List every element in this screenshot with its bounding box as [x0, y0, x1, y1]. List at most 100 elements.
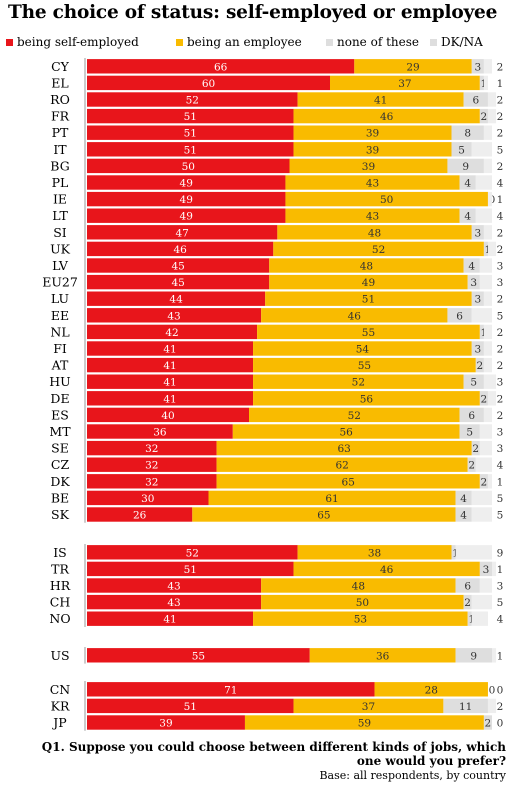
value-label-eu27-s2: 3	[470, 277, 477, 289]
bar-segment-uk-s2	[483, 241, 488, 257]
country-label-jp: JP	[51, 715, 66, 730]
value-label-dk-s0: 32	[145, 476, 158, 488]
value-label-cy-s3: 2	[497, 61, 504, 73]
bar-segment-hu-s1	[253, 374, 464, 389]
value-label-dk-s2: 2	[481, 476, 488, 488]
bar-segment-jp-s2	[483, 715, 492, 730]
country-label-lv: LV	[52, 258, 69, 273]
value-label-no-s2: 1	[468, 614, 475, 626]
value-label-kr-s2: 11	[459, 701, 472, 713]
bar-segment-ro-s3	[487, 92, 497, 107]
value-label-cn-s1: 28	[425, 684, 438, 696]
value-label-es-s0: 40	[161, 410, 174, 422]
country-label-kr: KR	[51, 698, 70, 713]
value-label-lv-s3: 3	[497, 261, 504, 273]
country-label-dk: DK	[50, 474, 70, 489]
value-label-cy-s1: 29	[406, 61, 419, 73]
bar-segment-dk-s2	[479, 474, 488, 489]
bar-segment-fr-s1	[293, 108, 480, 124]
country-label-eu27: EU27	[42, 275, 78, 290]
value-label-mt-s2: 5	[466, 427, 473, 439]
survey-question: Q1. Suppose you could choose between dif…	[41, 740, 506, 768]
value-label-lu-s2: 3	[474, 294, 481, 306]
bar-segment-de-s2	[479, 391, 488, 406]
bar-segment-tr-s1	[293, 561, 480, 577]
legend-swatch-dkna	[430, 38, 437, 46]
bar-segment-cz-s1	[216, 457, 468, 472]
value-label-ch-s2: 2	[464, 597, 471, 609]
bar-segment-us-s0	[87, 648, 310, 663]
value-label-el-s0: 60	[202, 78, 215, 90]
value-label-uk-s2: 1	[485, 244, 492, 256]
value-label-is-s0: 52	[186, 547, 199, 559]
value-label-ro-s0: 52	[186, 95, 199, 107]
bar-segment-el-s1	[330, 75, 480, 91]
value-label-ee-s0: 43	[167, 310, 180, 322]
country-label-pl: PL	[52, 175, 69, 190]
value-label-us-s3: 1	[497, 650, 504, 662]
value-label-hu-s2: 5	[470, 377, 477, 389]
value-label-eu27-s3: 3	[497, 277, 504, 289]
bar-segment-hr-s0	[87, 578, 262, 593]
bar-segment-pt-s0	[87, 125, 294, 140]
bar-segment-lt-s2	[459, 208, 476, 223]
bar-segment-eu27-s2	[467, 274, 480, 290]
value-label-lu-s0: 44	[169, 294, 183, 306]
bar-segment-uk-s0	[87, 241, 274, 257]
bar-segment-at-s3	[483, 357, 492, 373]
bar-segment-lu-s3	[483, 291, 492, 306]
bar-segment-nl-s2	[479, 324, 484, 340]
country-label-pt: PT	[52, 125, 69, 140]
country-label-at: AT	[51, 358, 69, 373]
legend-swatch-employee	[176, 38, 183, 46]
value-label-nl-s3: 2	[497, 327, 504, 339]
value-label-kr-s0: 51	[184, 701, 197, 713]
bar-segment-ee-s3	[471, 308, 492, 323]
bar-segment-hu-s2	[463, 374, 484, 389]
value-label-no-s3: 4	[497, 614, 504, 626]
bar-segment-el-s2	[479, 75, 484, 91]
bar-segment-lt-s1	[285, 208, 460, 223]
value-label-bg-s2: 9	[462, 161, 469, 173]
value-label-uk-s1: 52	[372, 244, 385, 256]
value-label-fi-s3: 2	[497, 344, 504, 356]
bar-segment-jp-s0	[87, 715, 245, 730]
bar-segment-cy-s0	[87, 59, 355, 74]
bar-segment-hu-s3	[483, 374, 497, 389]
bar-segment-cz-s0	[87, 457, 217, 472]
value-label-ie-s3: 1	[497, 194, 504, 206]
value-label-fr-s3: 2	[497, 111, 504, 123]
bar-segment-cn-s0	[87, 682, 375, 697]
country-label-si: SI	[53, 225, 67, 240]
bar-segment-lt-s0	[87, 208, 286, 223]
bar-segment-it-s0	[87, 142, 294, 157]
legend-item-self-employed: being self-employed	[6, 35, 139, 49]
bar-segment-es-s3	[483, 407, 492, 423]
bar-segment-lu-s2	[471, 291, 484, 306]
country-label-is: IS	[53, 545, 67, 560]
country-label-hr: HR	[50, 578, 71, 593]
country-label-ro: RO	[50, 92, 70, 107]
value-label-uk-s3: 2	[497, 244, 504, 256]
bar-segment-is-s1	[297, 545, 452, 560]
value-label-sk-s3: 5	[497, 510, 504, 522]
value-label-fi-s1: 54	[356, 344, 370, 356]
bar-segment-se-s0	[87, 440, 217, 456]
country-label-fr: FR	[51, 109, 70, 124]
value-label-hr-s0: 43	[167, 581, 180, 593]
country-label-be: BE	[51, 490, 69, 505]
bar-segment-be-s1	[208, 490, 456, 506]
bar-segment-fr-s3	[487, 108, 497, 124]
value-label-ie-s1: 50	[380, 194, 393, 206]
bar-segment-ie-s1	[285, 191, 488, 207]
value-label-cn-s0: 71	[224, 684, 237, 696]
value-label-cz-s2: 2	[468, 460, 475, 472]
bar-segment-lv-s1	[269, 258, 464, 273]
bar-segment-si-s2	[471, 225, 484, 240]
value-label-tr-s2: 3	[483, 564, 490, 576]
bar-segment-at-s1	[253, 357, 476, 373]
bar-segment-cz-s3	[475, 457, 492, 472]
country-label-bg: BG	[50, 158, 69, 173]
value-label-hu-s0: 41	[163, 377, 176, 389]
bar-segment-lu-s0	[87, 291, 266, 306]
